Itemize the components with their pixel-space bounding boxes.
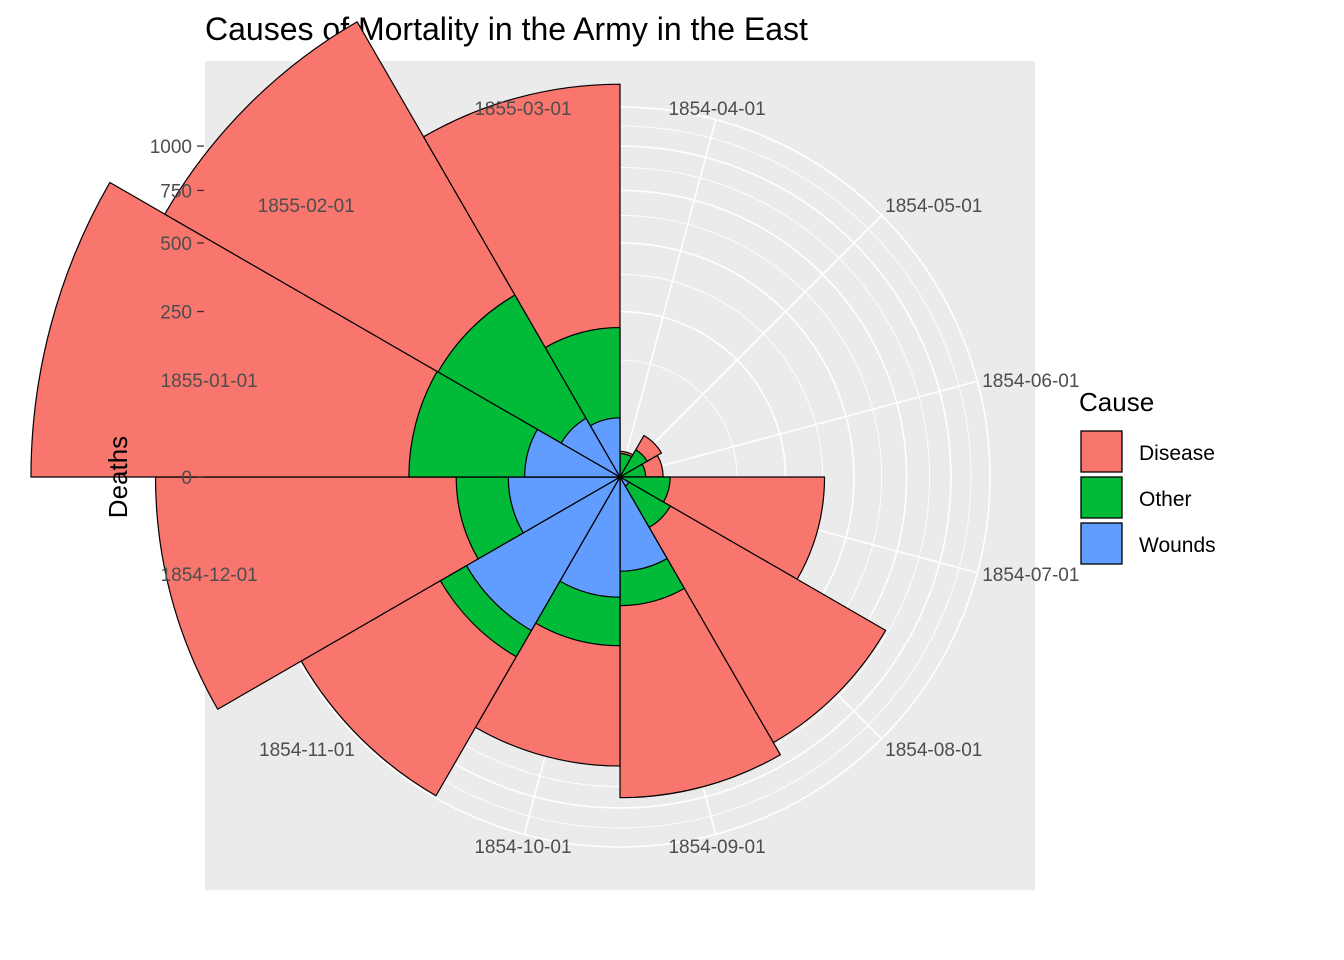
legend-key-disease — [1080, 430, 1123, 473]
bar-disease-1854-08-01 — [619, 476, 887, 744]
legend: Cause Disease Other Wounds — [1079, 387, 1216, 565]
theta-label: 1855-02-01 — [258, 196, 355, 217]
legend-label-other: Other — [1139, 488, 1192, 511]
y-axis: 0 250 500 750 1000 — [150, 137, 204, 489]
bar-wounds-1854-11-01 — [465, 476, 621, 632]
bar-wounds-1855-03-01 — [589, 417, 621, 478]
grid-spoke — [619, 119, 717, 478]
bar-disease-1854-07-01 — [619, 476, 826, 580]
y-tick-label: 1000 — [150, 137, 192, 158]
legend-title: Cause — [1079, 387, 1154, 417]
theta-label: 1854-04-01 — [668, 99, 765, 120]
theta-label: 1854-07-01 — [982, 565, 1079, 586]
theta-labels: 1854-04-01 1854-05-01 1854-06-01 1854-07-01… — [161, 99, 1080, 858]
legend-label-disease: Disease — [1139, 442, 1215, 465]
theta-label: 1854-11-01 — [259, 740, 355, 761]
theta-label: 1855-01-01 — [161, 371, 258, 392]
legend-label-wounds: Wounds — [1139, 534, 1216, 557]
legend-key-other — [1080, 476, 1123, 519]
y-tick-label: 250 — [160, 303, 192, 324]
theta-label: 1854-10-01 — [474, 837, 571, 858]
chart-title: Causes of Mortality in the Army in the E… — [205, 11, 808, 47]
bars — [30, 21, 887, 799]
y-tick-label: 0 — [181, 468, 192, 489]
theta-label: 1855-03-01 — [474, 99, 571, 120]
theta-label: 1854-09-01 — [668, 837, 765, 858]
y-tick-label: 500 — [160, 234, 192, 255]
legend-key-wounds — [1080, 522, 1123, 565]
theta-label: 1854-12-01 — [161, 565, 258, 586]
y-tick-label: 750 — [160, 181, 192, 202]
grid-spoke — [619, 380, 978, 478]
y-axis-title: Deaths — [103, 436, 133, 518]
theta-label: 1854-05-01 — [885, 196, 982, 217]
theta-label: 1854-08-01 — [885, 740, 982, 761]
grid-spoke — [619, 214, 883, 478]
theta-label: 1854-06-01 — [982, 371, 1079, 392]
